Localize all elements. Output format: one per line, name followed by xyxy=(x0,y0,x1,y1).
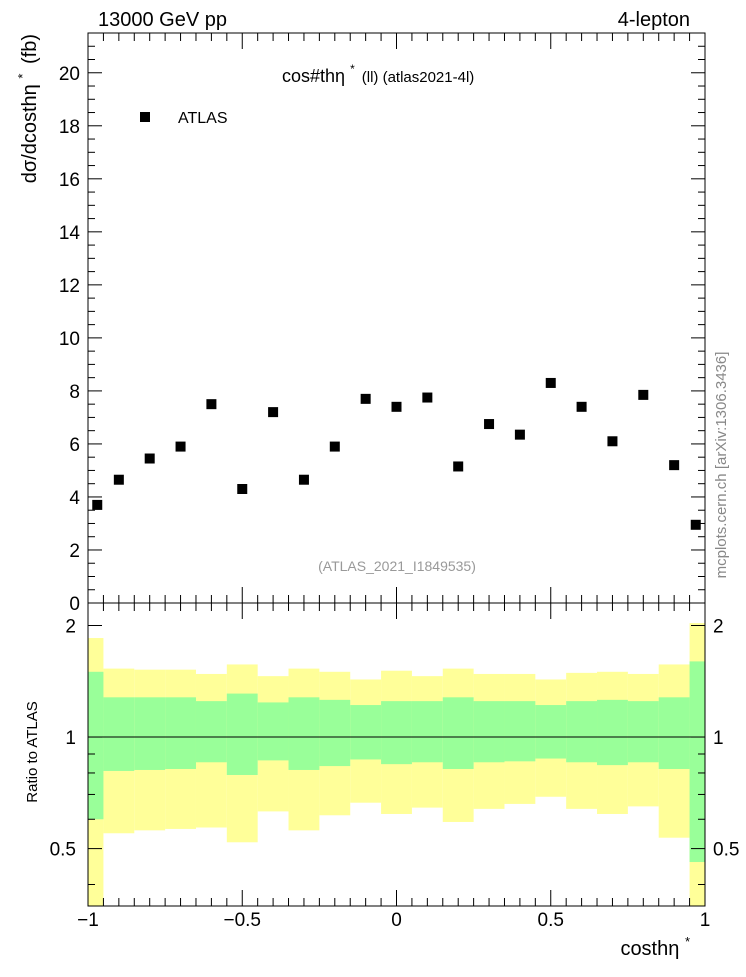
data-point xyxy=(669,460,680,471)
ratio-band-bin xyxy=(226,693,258,775)
x-tick-label: 0.5 xyxy=(538,910,564,931)
y-tick-label: 8 xyxy=(69,382,80,403)
ratio-y-tick-label: 2 xyxy=(65,616,76,637)
x-tick-label: 1 xyxy=(700,910,711,931)
ratio-band-bin xyxy=(350,705,382,760)
ratio-band-bin xyxy=(597,699,628,766)
data-point xyxy=(545,377,556,388)
data-point xyxy=(391,401,402,412)
data-point xyxy=(113,474,124,485)
ratio-y-tick-label-right: 2 xyxy=(713,616,724,637)
y-tick-label: 4 xyxy=(69,488,80,509)
ratio-band-bin xyxy=(195,701,227,763)
main-y-axis-label-unit: (fb) xyxy=(19,34,41,64)
ratio-band-bin xyxy=(257,702,289,761)
y-tick-label: 12 xyxy=(59,276,80,297)
x-tick-label: −0.5 xyxy=(223,910,261,931)
data-point xyxy=(206,399,217,410)
ratio-y-tick-label-right: 1 xyxy=(713,728,724,749)
legend-label: ATLAS xyxy=(178,110,228,127)
data-point xyxy=(576,401,587,412)
x-axis-label-main: costhη xyxy=(620,938,679,960)
ratio-band-bin xyxy=(134,697,166,770)
ratio-band-bin xyxy=(411,701,443,763)
ratio-band-bin xyxy=(566,701,598,763)
data-point xyxy=(690,519,701,530)
ratio-y-tick-label: 0.5 xyxy=(50,840,76,861)
ratio-plot-axis: 0.5 0.5 1 1 2 2 −1 −0.5 0 0.5 1 xyxy=(50,603,739,931)
ratio-band-bin xyxy=(658,697,690,769)
main-y-axis-label-main: dσ/dcosthη xyxy=(19,84,41,183)
ratio-y-tick-label: 1 xyxy=(65,728,76,749)
x-tick-label: −1 xyxy=(77,910,99,931)
data-point xyxy=(484,419,495,430)
ratio-band-bin xyxy=(627,701,659,763)
x-tick-label: 0 xyxy=(391,910,402,931)
data-point xyxy=(607,436,618,447)
y-tick-label: 20 xyxy=(59,64,80,85)
ratio-band-bin xyxy=(504,701,536,762)
main-plot-points xyxy=(92,377,701,530)
x-axis-label-sup: * xyxy=(685,934,690,949)
data-point xyxy=(92,499,103,510)
ratio-band-bin xyxy=(88,671,104,820)
ratio-band-bin xyxy=(381,701,412,765)
ratio-band-bin xyxy=(442,697,474,769)
analysis-id: (ATLAS_2021_I1849535) xyxy=(318,558,476,574)
watermark: mcplots.cern.ch [arXiv:1306.3436] xyxy=(713,352,730,579)
plot-title-sup: * xyxy=(350,62,355,76)
data-point xyxy=(144,453,155,464)
ratio-band-bin xyxy=(165,697,196,769)
data-point xyxy=(237,484,248,494)
data-point xyxy=(514,429,525,440)
main-y-axis-label-sup: * xyxy=(15,74,30,79)
ratio-plot-panel: 0.5 0.5 1 1 2 2 −1 −0.5 0 0.5 1 Ratio to ATLAS cos… xyxy=(24,602,739,960)
ratio-y-tick-label-right: 0.5 xyxy=(713,840,739,861)
ratio-bands xyxy=(88,623,705,906)
y-tick-label: 0 xyxy=(69,594,80,615)
data-point xyxy=(298,474,309,485)
data-point xyxy=(453,461,464,472)
data-point xyxy=(422,392,433,403)
main-y-axis-label: dσ/dcosthη * (fb) xyxy=(10,34,41,183)
data-point xyxy=(638,389,649,400)
main-plot-panel: 0 2 4 6 8 10 12 14 16 18 20 dσ/dcosthη * (fb) ATLA… xyxy=(10,32,706,615)
data-point xyxy=(329,441,340,452)
y-tick-label: 18 xyxy=(59,117,80,138)
ratio-band-bin xyxy=(535,705,567,759)
y-tick-label: 16 xyxy=(59,170,80,191)
plot-title: cos#thη * (ll) (atlas2021-4l) xyxy=(282,57,474,86)
data-point xyxy=(360,393,371,404)
legend-marker xyxy=(140,112,150,122)
process-label: 4-lepton xyxy=(618,9,690,31)
y-tick-label: 10 xyxy=(59,329,80,350)
ratio-band-bin xyxy=(689,661,705,863)
ratio-band-bin xyxy=(319,699,351,767)
plot-title-main: cos#thη xyxy=(282,66,345,86)
energy-label: 13000 GeV pp xyxy=(98,9,227,31)
ratio-band-bin xyxy=(103,697,135,771)
y-tick-label: 6 xyxy=(69,435,80,456)
main-plot-axis: 0 2 4 6 8 10 12 14 16 18 20 xyxy=(59,32,706,615)
ratio-y-axis-label: Ratio to ATLAS xyxy=(24,701,41,802)
data-point xyxy=(268,407,279,418)
y-tick-label: 2 xyxy=(69,541,80,562)
x-axis-label: costhη * xyxy=(620,934,690,960)
plot-title-rest: (ll) (atlas2021-4l) xyxy=(362,69,475,86)
ratio-band-bin xyxy=(473,701,505,763)
y-tick-label: 14 xyxy=(59,223,81,244)
ratio-band-bin xyxy=(288,697,320,770)
data-point xyxy=(175,441,186,452)
